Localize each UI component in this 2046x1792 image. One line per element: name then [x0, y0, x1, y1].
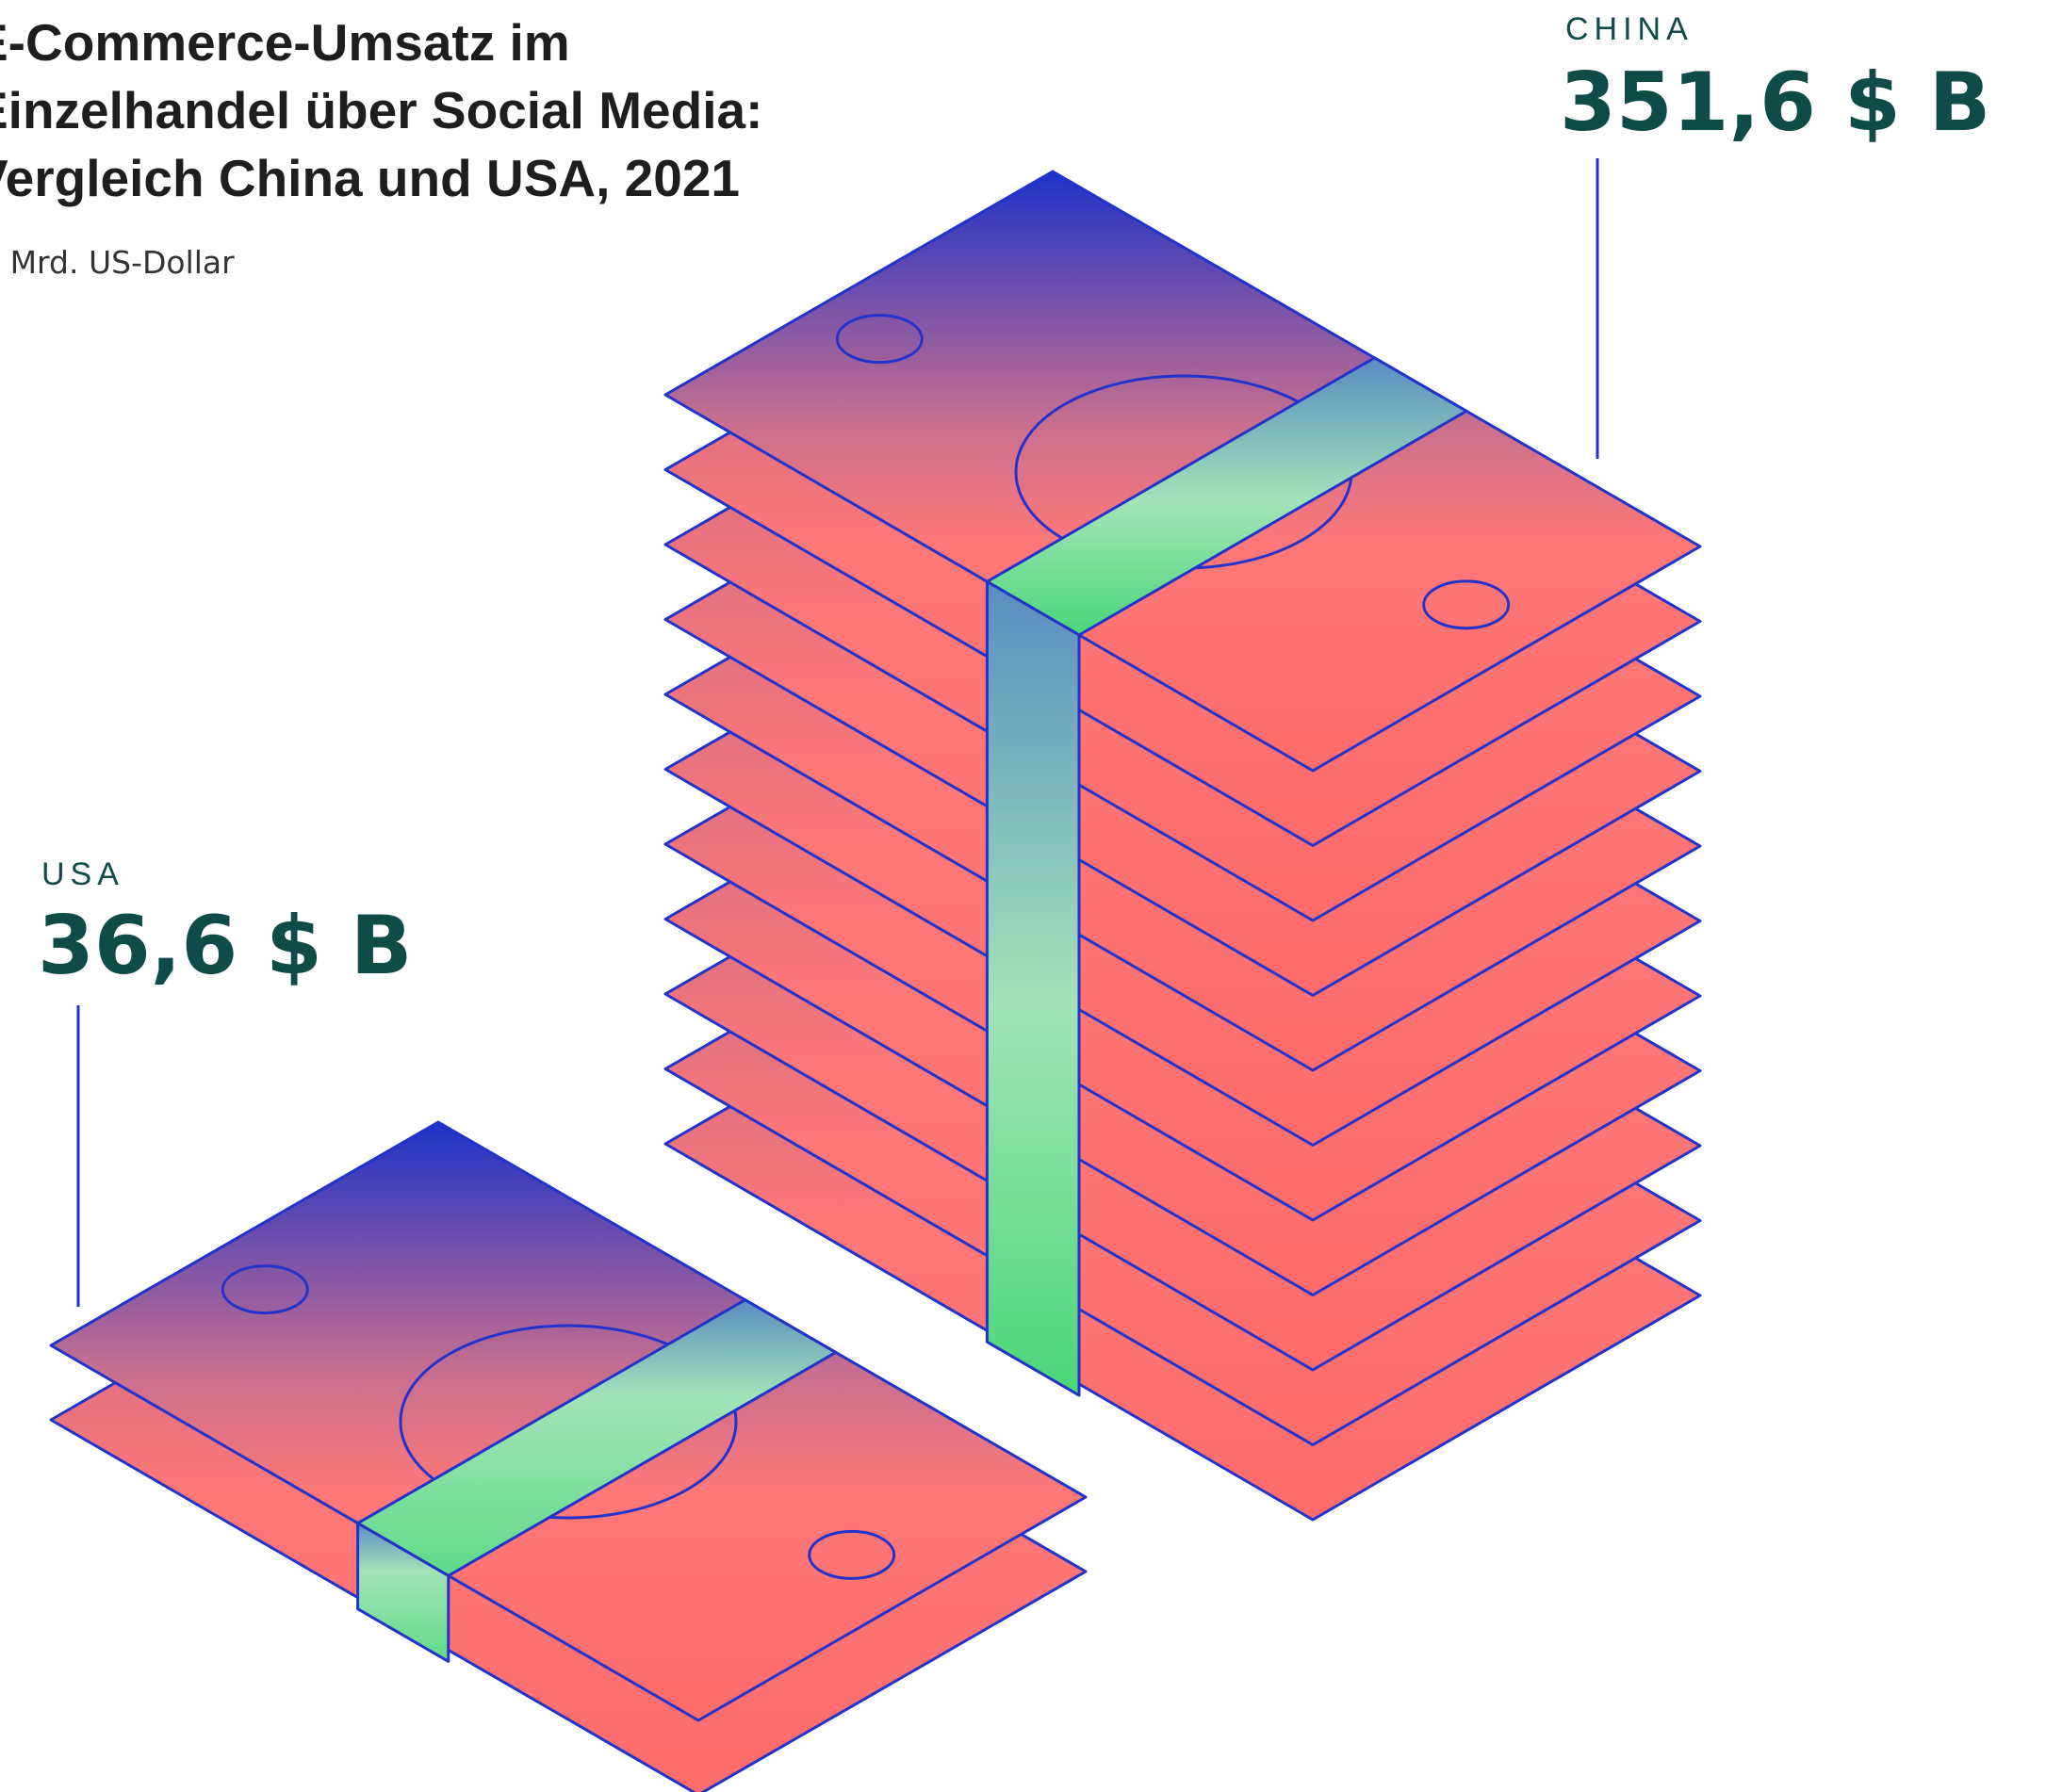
chart-subtitle: in Mrd. US-Dollar	[0, 244, 235, 281]
title-line-1: E-Commerce-Umsatz im	[0, 13, 570, 72]
china-country-label: CHINA	[1565, 11, 1694, 47]
usa-bill-corner-oval-left	[221, 1264, 309, 1315]
china-bill-corner-oval-left	[835, 314, 924, 365]
china-bill-corner-oval-right	[1422, 579, 1511, 630]
china-bill-stack	[663, 170, 1702, 1522]
usa-bill-corner-oval-right	[808, 1529, 896, 1580]
usa-bill-stack	[49, 1120, 1088, 1792]
china-bar: CHINA 351,6 $ B	[663, 11, 1990, 1522]
title-line-2: Einzelhandel über Social Media:	[0, 81, 762, 139]
chart-title: E-Commerce-Umsatz im Einzelhandel über S…	[0, 13, 762, 281]
usa-bill-center-oval	[399, 1324, 738, 1520]
china-value-label: 351,6 $ B	[1560, 56, 1990, 150]
usa-bar: USA 36,6 $ B	[38, 856, 1088, 1792]
title-line-3: Vergleich China und USA, 2021	[0, 149, 740, 207]
usa-country-label: USA	[41, 856, 124, 892]
usa-value-label: 36,6 $ B	[38, 899, 412, 993]
china-band-side	[985, 579, 1081, 1397]
usa-band-side	[356, 1522, 450, 1663]
